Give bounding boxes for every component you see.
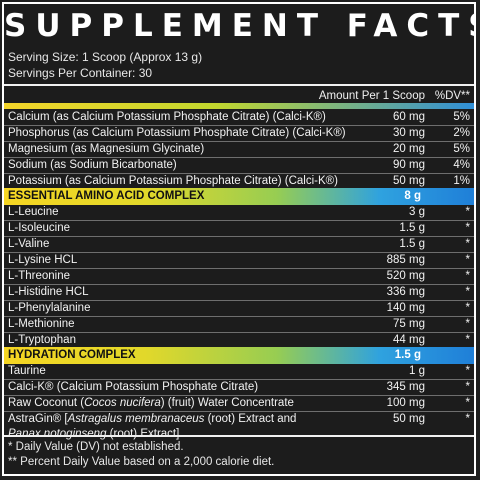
nutrient-row: Phosphorus (as Calcium Potassium Phospha… bbox=[4, 126, 474, 143]
nutrient-name: L-Leucine bbox=[8, 206, 59, 218]
nutrient-name: Calci-K® (Calcium Potassium Phosphate Ci… bbox=[8, 381, 259, 393]
nutrient-amount: 3 g bbox=[409, 206, 425, 218]
nutrient-dv: * bbox=[465, 381, 470, 393]
nutrient-amount: 90 mg bbox=[393, 159, 425, 171]
nutrient-name: L-Lysine HCL bbox=[8, 254, 78, 266]
nutrient-row: L-Leucine 3 g * bbox=[4, 205, 474, 222]
nutrient-row: Sodium (as Sodium Bicarbonate) 90 mg 4% bbox=[4, 158, 474, 175]
serving-size: Serving Size: 1 Scoop (Approx 13 g) bbox=[8, 50, 203, 64]
nutrient-name: L-Histidine HCL bbox=[8, 286, 89, 298]
nutrient-amount: 885 mg bbox=[386, 254, 425, 266]
nutrient-name: Phosphorus (as Calcium Potassium Phospha… bbox=[8, 127, 346, 139]
bottom-rule bbox=[4, 435, 474, 437]
nutrient-name: Magnesium (as Magnesium Glycinate) bbox=[8, 143, 205, 155]
nutrient-dv: 1% bbox=[453, 175, 470, 187]
nutrient-amount: 20 mg bbox=[393, 143, 425, 155]
nutrient-amount: 50 mg bbox=[393, 175, 425, 187]
column-header: Amount Per 1 Scoop %DV** bbox=[4, 87, 474, 105]
nutrient-amount: 520 mg bbox=[386, 270, 425, 282]
nutrient-row: L-Isoleucine 1.5 g * bbox=[4, 221, 474, 238]
nutrient-dv: 5% bbox=[453, 143, 470, 155]
nutrient-name: L-Valine bbox=[8, 238, 50, 250]
nutrient-amount: 140 mg bbox=[386, 302, 425, 314]
nutrient-amount: 50 mg bbox=[393, 413, 425, 425]
nutrient-row: Magnesium (as Magnesium Glycinate) 20 mg… bbox=[4, 142, 474, 159]
nutrient-amount: 30 mg bbox=[393, 127, 425, 139]
nutrient-amount: 60 mg bbox=[393, 111, 425, 123]
nutrient-row: Calci-K® (Calcium Potassium Phosphate Ci… bbox=[4, 380, 474, 397]
nutrient-name: Raw Coconut (Cocos nucifera) (fruit) Wat… bbox=[8, 396, 294, 411]
nutrient-dv: * bbox=[465, 254, 470, 266]
nutrient-dv: * bbox=[465, 238, 470, 250]
nutrient-dv: * bbox=[465, 206, 470, 218]
nutrient-name: L-Isoleucine bbox=[8, 222, 71, 234]
nutrient-name: L-Phenylalanine bbox=[8, 302, 91, 314]
section-amount: 8 g bbox=[404, 190, 421, 202]
nutrient-amount: 44 mg bbox=[393, 334, 425, 346]
nutrient-dv: * bbox=[465, 302, 470, 314]
nutrient-row: L-Tryptophan 44 mg * bbox=[4, 333, 474, 349]
nutrient-dv: * bbox=[465, 334, 470, 346]
nutrient-name: Potassium (as Calcium Potassium Phosphat… bbox=[8, 175, 338, 187]
name-prefix: Raw Coconut ( bbox=[8, 397, 85, 409]
nutrient-row: Taurine 1 g * bbox=[4, 364, 474, 381]
nutrient-name: L-Methionine bbox=[8, 318, 75, 330]
servings-per-container: Servings Per Container: 30 bbox=[8, 66, 153, 80]
header-divider bbox=[4, 103, 474, 109]
amount-header: Amount Per 1 Scoop bbox=[318, 90, 425, 102]
panel-title: SUPPLEMENT FACTS bbox=[4, 8, 476, 44]
nutrient-amount: 336 mg bbox=[386, 286, 425, 298]
top-rule bbox=[4, 84, 474, 86]
nutrient-row: Calcium (as Calcium Potassium Phosphate … bbox=[4, 110, 474, 127]
nutrient-name: L-Threonine bbox=[8, 270, 71, 282]
dv-header: %DV** bbox=[434, 90, 470, 102]
nutrient-amount: 345 mg bbox=[386, 381, 425, 393]
nutrient-row: L-Valine 1.5 g * bbox=[4, 237, 474, 254]
name-prefix: AstraGin® [ bbox=[8, 413, 68, 425]
section-amount: 1.5 g bbox=[394, 349, 421, 361]
nutrient-amount: 100 mg bbox=[386, 397, 425, 409]
nutrient-dv: * bbox=[465, 413, 470, 425]
section-title: HYDRATION COMPLEX bbox=[8, 349, 136, 361]
nutrient-dv: 5% bbox=[453, 111, 470, 123]
eaa-section-header: ESSENTIAL AMINO ACID COMPLEX 8 g bbox=[4, 188, 474, 205]
name-suffix: (root) Extract and bbox=[204, 413, 297, 425]
hydration-section-header: HYDRATION COMPLEX 1.5 g bbox=[4, 347, 474, 364]
botanical-name: Panax notoginseng bbox=[8, 428, 107, 440]
nutrient-row: L-Threonine 520 mg * bbox=[4, 269, 474, 286]
footnote-pdv: ** Percent Daily Value based on a 2,000 … bbox=[8, 456, 275, 468]
nutrient-dv: * bbox=[465, 270, 470, 282]
nutrient-row: L-Lysine HCL 885 mg * bbox=[4, 253, 474, 270]
supplement-facts-panel: SUPPLEMENT FACTS Serving Size: 1 Scoop (… bbox=[2, 2, 476, 476]
nutrient-name: Sodium (as Sodium Bicarbonate) bbox=[8, 159, 177, 171]
nutrient-name: AstraGin® [Astragalus membranaceus (root… bbox=[8, 412, 296, 442]
botanical-name: Cocos nucifera bbox=[84, 397, 161, 409]
nutrient-name: Taurine bbox=[8, 365, 46, 377]
nutrient-row: L-Phenylalanine 140 mg * bbox=[4, 301, 474, 318]
nutrient-row: AstraGin® [Astragalus membranaceus (root… bbox=[4, 412, 474, 443]
section-title: ESSENTIAL AMINO ACID COMPLEX bbox=[8, 190, 205, 202]
nutrient-dv: * bbox=[465, 318, 470, 330]
botanical-name: Astragalus membranaceus bbox=[67, 413, 205, 425]
nutrient-row: L-Methionine 75 mg * bbox=[4, 317, 474, 334]
name-suffix: ) (fruit) Water Concentrate bbox=[160, 397, 294, 409]
nutrient-amount: 1.5 g bbox=[399, 222, 425, 234]
nutrient-dv: * bbox=[465, 286, 470, 298]
nutrient-dv: * bbox=[465, 397, 470, 409]
name-suffix: (root) Extract] bbox=[106, 428, 180, 440]
nutrient-amount: 75 mg bbox=[393, 318, 425, 330]
nutrient-dv: * bbox=[465, 365, 470, 377]
nutrient-amount: 1 g bbox=[409, 365, 425, 377]
nutrient-amount: 1.5 g bbox=[399, 238, 425, 250]
nutrient-row: Raw Coconut (Cocos nucifera) (fruit) Wat… bbox=[4, 396, 474, 413]
nutrient-name: Calcium (as Calcium Potassium Phosphate … bbox=[8, 111, 326, 123]
nutrient-dv: * bbox=[465, 222, 470, 234]
nutrient-dv: 2% bbox=[453, 127, 470, 139]
nutrient-name: L-Tryptophan bbox=[8, 334, 76, 346]
nutrient-row: L-Histidine HCL 336 mg * bbox=[4, 285, 474, 302]
nutrient-row: Potassium (as Calcium Potassium Phosphat… bbox=[4, 174, 474, 190]
footnote-dv: * Daily Value (DV) not established. bbox=[8, 441, 184, 453]
nutrient-dv: 4% bbox=[453, 159, 470, 171]
